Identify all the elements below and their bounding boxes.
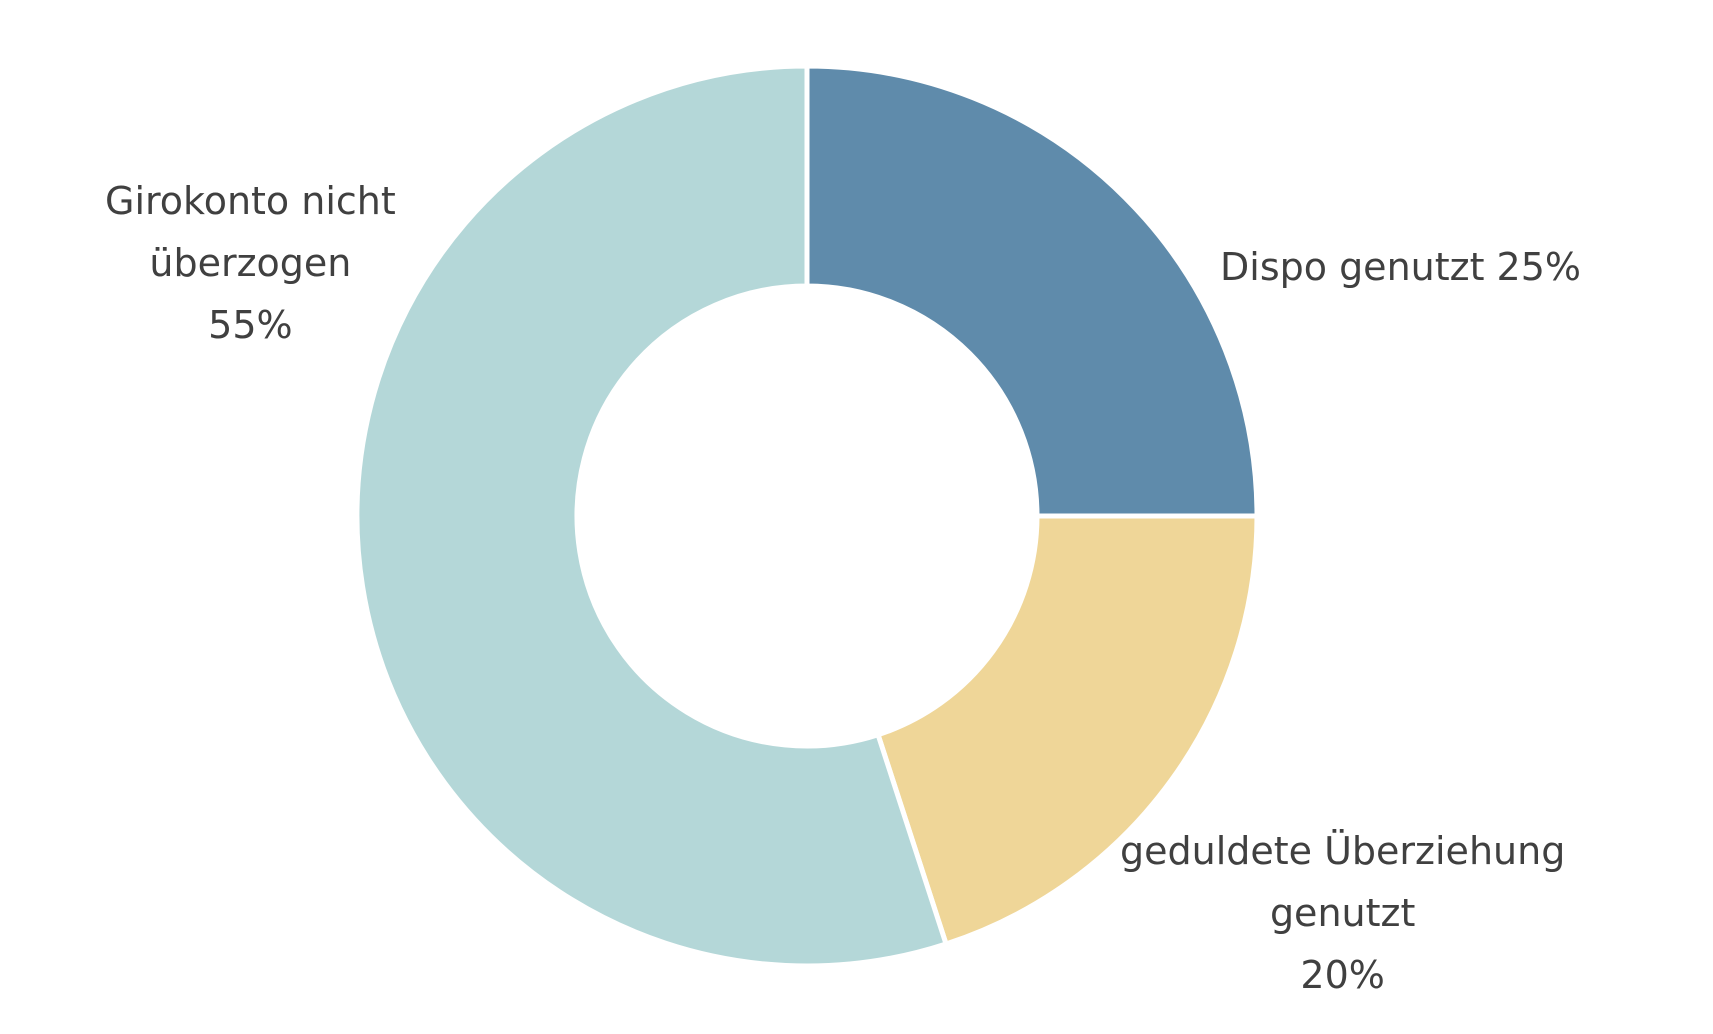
- donut-slices: [354, 63, 1260, 969]
- slice-geduldete-ueberziehung: [874, 513, 1260, 948]
- slice-label-girokonto-nicht-ueberzogen: Girokonto nicht überzogen 55%: [105, 170, 396, 356]
- slice-label-line: genutzt: [1269, 891, 1416, 935]
- slice-label-line: Girokonto nicht: [105, 179, 396, 223]
- slice-label-line: geduldete Überziehung: [1120, 829, 1566, 873]
- slice-label-line: überzogen: [149, 241, 352, 285]
- slice-label-line: Dispo genutzt 25%: [1220, 245, 1582, 289]
- slice-label-line: 20%: [1300, 953, 1385, 997]
- slice-girokonto-nicht-ueberzogen: [354, 63, 950, 969]
- slice-dispo-genutzt: [804, 63, 1260, 519]
- slice-label-line: 55%: [208, 303, 293, 347]
- slice-label-geduldete-ueberziehung: geduldete Überziehung genutzt 20%: [1120, 820, 1565, 1006]
- slice-label-dispo-genutzt: Dispo genutzt 25%: [1220, 236, 1581, 298]
